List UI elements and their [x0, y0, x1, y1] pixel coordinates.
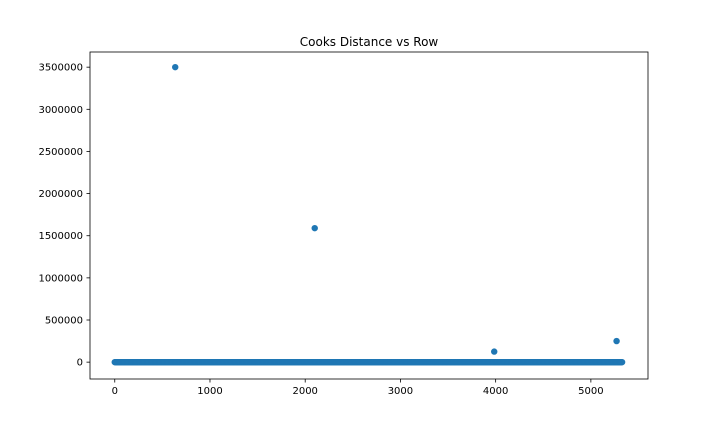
- x-tick-label: 1000: [197, 386, 222, 397]
- x-tick-label: 5000: [578, 386, 603, 397]
- x-tick-label: 0: [112, 386, 118, 397]
- x-axis: 0 1000 2000 3000 4000 5000: [112, 379, 604, 397]
- outlier-point: [491, 348, 498, 355]
- x-tick-label: 4000: [483, 386, 508, 397]
- y-tick-label: 3500000: [38, 63, 83, 74]
- plot-area-frame: [89, 51, 649, 380]
- y-tick-label: 0: [77, 358, 83, 369]
- x-tick-label: 3000: [388, 386, 413, 397]
- y-axis: 0 500000 1000000 1500000 2000000 2500000 30000…: [38, 63, 90, 369]
- y-tick-label: 2000000: [38, 189, 83, 200]
- outlier-point: [613, 337, 620, 345]
- y-tick-label: 2500000: [38, 147, 83, 158]
- y-tick-label: 3000000: [38, 105, 83, 116]
- data-point: [618, 358, 626, 366]
- y-tick-label: 1500000: [38, 231, 83, 242]
- x-tick-label: 2000: [292, 386, 317, 397]
- chart-title: Cooks Distance vs Row: [300, 35, 439, 49]
- y-tick-label: 1000000: [38, 273, 83, 284]
- outlier-point: [172, 63, 179, 71]
- scatter-points: [111, 63, 626, 366]
- y-tick-label: 500000: [45, 316, 83, 327]
- outlier-point: [311, 224, 318, 232]
